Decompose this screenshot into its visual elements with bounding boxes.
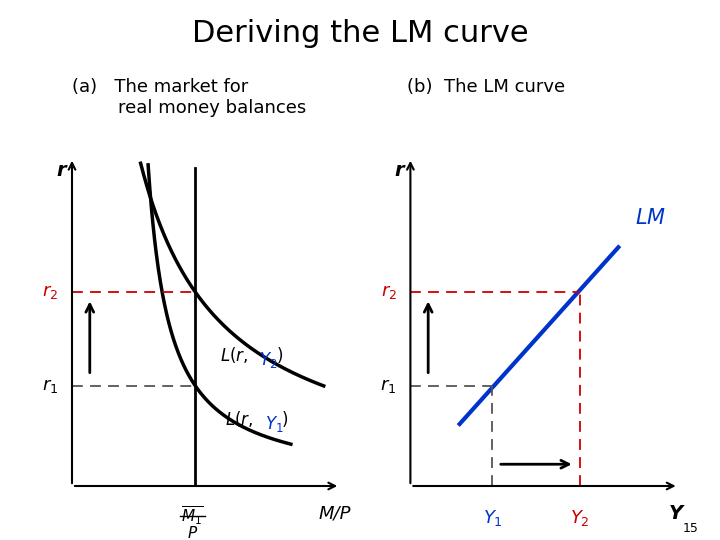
Text: $r_1$: $r_1$ (380, 376, 397, 395)
Text: (b)  The LM curve: (b) The LM curve (407, 78, 565, 96)
Text: $)$: $)$ (282, 409, 289, 429)
Text: 15: 15 (683, 522, 698, 535)
Text: r: r (395, 161, 404, 180)
Text: r: r (56, 161, 66, 180)
Text: $L(r,$: $L(r,$ (225, 409, 253, 429)
Text: $\mathit{Y_1}$: $\mathit{Y_1}$ (265, 414, 284, 434)
Text: $\mathit{LM}$: $\mathit{LM}$ (635, 208, 666, 228)
Text: Y: Y (669, 504, 683, 523)
Text: $r_2$: $r_2$ (381, 283, 397, 301)
Text: $r_2$: $r_2$ (42, 283, 58, 301)
Text: (a)   The market for
        real money balances: (a) The market for real money balances (72, 78, 306, 117)
Text: $\mathit{Y_2}$: $\mathit{Y_2}$ (570, 508, 590, 528)
Text: $L(r,$: $L(r,$ (220, 346, 248, 366)
Text: $\mathit{Y_2}$: $\mathit{Y_2}$ (259, 350, 278, 370)
Text: $\overline{M_1}$: $\overline{M_1}$ (181, 504, 204, 527)
Text: M/P: M/P (318, 504, 351, 522)
Text: Deriving the LM curve: Deriving the LM curve (192, 19, 528, 48)
Text: $\mathit{Y_1}$: $\mathit{Y_1}$ (482, 508, 503, 528)
Text: $)$: $)$ (276, 346, 283, 366)
Text: $P$: $P$ (186, 524, 198, 540)
Text: $r_1$: $r_1$ (42, 376, 58, 395)
